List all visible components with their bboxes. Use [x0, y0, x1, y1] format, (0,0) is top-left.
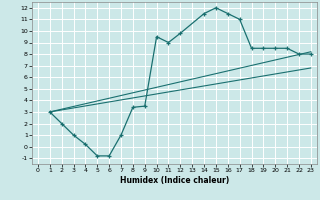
X-axis label: Humidex (Indice chaleur): Humidex (Indice chaleur) [120, 176, 229, 185]
